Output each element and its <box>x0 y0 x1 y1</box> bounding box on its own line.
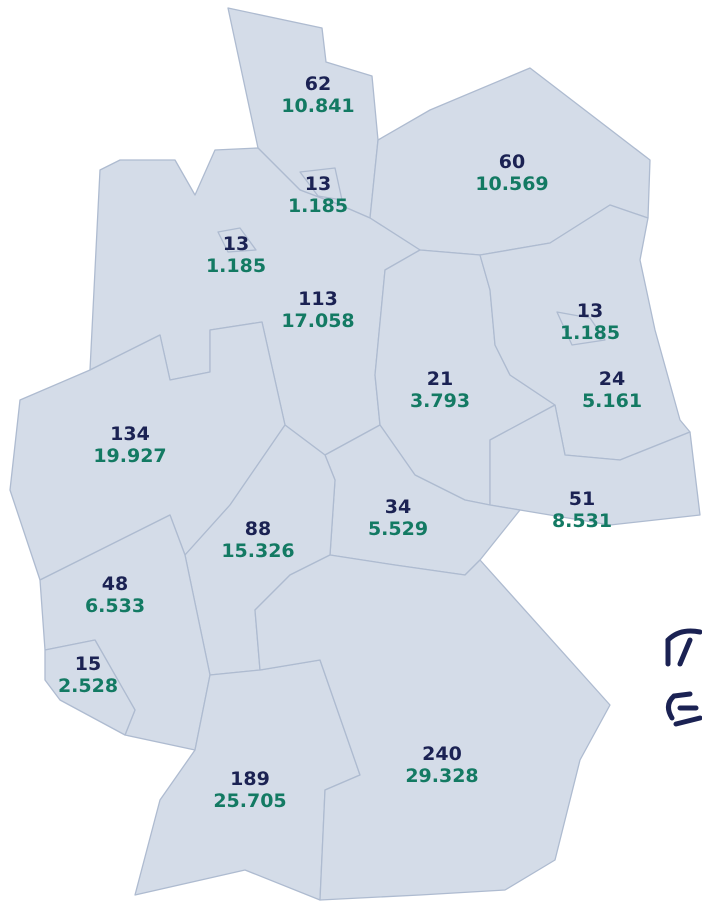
region-value: 2.528 <box>58 675 118 697</box>
region-value: 3.793 <box>410 390 470 412</box>
city-state <box>299 167 343 201</box>
region <box>44 639 136 736</box>
icon <box>666 691 702 727</box>
region-value: 29.328 <box>405 765 478 787</box>
region-value: 8.531 <box>552 510 612 532</box>
icon <box>665 628 702 667</box>
region-count: 240 <box>422 743 462 765</box>
region-count: 51 <box>569 488 595 510</box>
region-value: 10.569 <box>475 173 548 195</box>
region-count: 13 <box>223 233 249 255</box>
region-count: 13 <box>305 173 331 195</box>
region-value: 1.185 <box>288 195 348 217</box>
region-value: 25.705 <box>213 790 286 812</box>
region-count: 15 <box>75 653 101 675</box>
region-count: 60 <box>499 151 525 173</box>
region-value: 1.185 <box>560 322 620 344</box>
region-value: 1.185 <box>206 255 266 277</box>
region-count: 48 <box>102 573 128 595</box>
region-count: 34 <box>385 496 411 518</box>
region-count: 134 <box>110 423 150 445</box>
region-value: 5.161 <box>582 390 642 412</box>
region-count: 21 <box>427 368 453 390</box>
city-state <box>217 227 257 253</box>
city-state <box>556 311 606 346</box>
region-count: 113 <box>298 288 338 310</box>
region <box>489 404 701 526</box>
regions <box>9 7 701 901</box>
region <box>254 554 611 901</box>
region-value: 10.841 <box>281 95 354 117</box>
icons <box>665 628 702 727</box>
region-count: 24 <box>599 368 625 390</box>
region-value: 19.927 <box>93 445 166 467</box>
region-count: 62 <box>305 73 331 95</box>
region-value: 5.529 <box>368 518 428 540</box>
region-value: 15.326 <box>221 540 294 562</box>
region-count: 13 <box>577 300 603 322</box>
region-count: 189 <box>230 768 270 790</box>
region-value: 6.533 <box>85 595 145 617</box>
region-value: 17.058 <box>281 310 354 332</box>
region-count: 88 <box>245 518 271 540</box>
